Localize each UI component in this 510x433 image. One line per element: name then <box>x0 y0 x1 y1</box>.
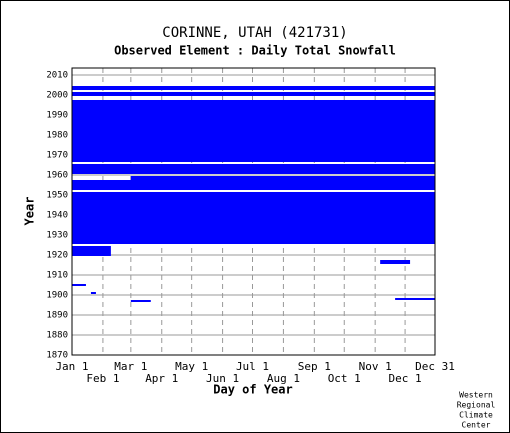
y-axis-label: Year <box>23 197 37 226</box>
note: Center <box>462 421 491 430</box>
data-span <box>72 100 435 124</box>
chart-title: CORINNE, UTAH (421731) <box>162 25 347 41</box>
y-tick-label: 1880 <box>46 331 68 341</box>
data-span <box>90 292 96 294</box>
y-tick-label: 1960 <box>46 171 68 181</box>
y-tick-label: 1930 <box>46 231 68 241</box>
data-span <box>72 284 86 286</box>
x-tick-label: Oct 1 <box>328 372 361 385</box>
note: Regional <box>457 401 496 410</box>
x-tick-label: Apr 1 <box>145 372 178 385</box>
data-span <box>72 180 435 190</box>
x-tick-label: Jan 1 <box>55 360 88 373</box>
data-span <box>72 192 435 244</box>
x-tick-label: Dec 31 <box>415 360 455 373</box>
y-tick-label: 1990 <box>46 111 68 121</box>
data-span <box>72 164 435 174</box>
x-tick-label: Jun 1 <box>206 372 239 385</box>
y-tick-label: 1870 <box>46 351 68 361</box>
y-tick-label: 1900 <box>46 291 68 301</box>
y-tick-label: 1940 <box>46 211 68 221</box>
y-tick-label: 1980 <box>46 131 68 141</box>
data-span <box>380 260 411 264</box>
x-tick-label: Dec 1 <box>389 372 422 385</box>
data-span <box>72 124 435 162</box>
data-span <box>395 298 435 300</box>
x-tick-label: Aug 1 <box>267 372 300 385</box>
note: Climate <box>459 411 493 420</box>
y-tick-label: 1920 <box>46 251 68 261</box>
data-span <box>72 86 435 90</box>
x-tick-label: Jul 1 <box>236 360 269 373</box>
data-span <box>130 300 151 302</box>
x-tick-label: May 1 <box>175 360 208 373</box>
data-span <box>72 92 435 96</box>
x-tick-label: Feb 1 <box>86 372 119 385</box>
y-tick-label: 2000 <box>46 91 68 101</box>
data-span <box>130 176 436 180</box>
y-tick-label: 1970 <box>46 151 68 161</box>
x-tick-label: Nov 1 <box>359 360 392 373</box>
chart-subtitle: Observed Element : Daily Total Snowfall <box>114 44 396 58</box>
x-tick-label: Sep 1 <box>298 360 331 373</box>
x-axis-label: Day of Year <box>213 383 292 397</box>
y-tick-label: 1890 <box>46 311 68 321</box>
y-tick-label: 1950 <box>46 191 68 201</box>
plot-frame <box>71 67 436 356</box>
x-tick-label: Mar 1 <box>114 360 147 373</box>
data-span <box>72 246 111 256</box>
note: Western <box>459 391 493 400</box>
y-tick-label: 1910 <box>46 271 68 281</box>
y-tick-label: 2010 <box>46 71 68 81</box>
